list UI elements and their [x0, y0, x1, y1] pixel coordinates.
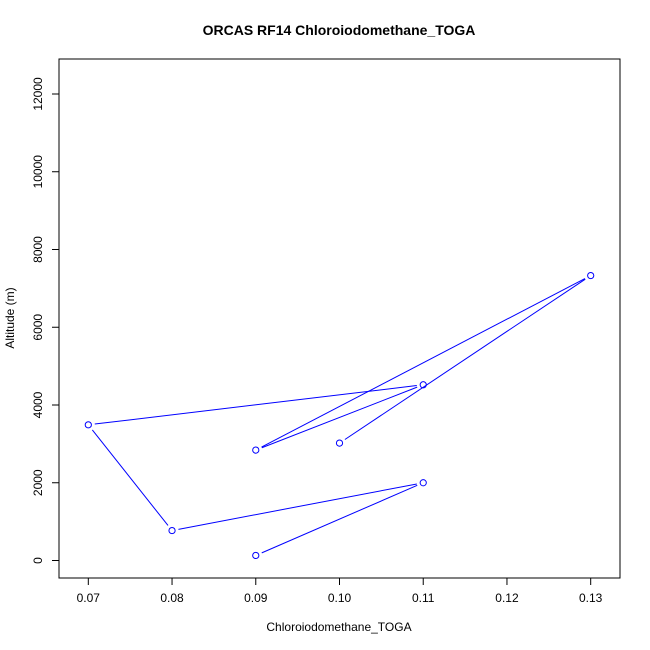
series-segment — [261, 386, 418, 449]
data-point — [252, 446, 260, 454]
y-tick-label: 10000 — [31, 155, 45, 189]
y-tick-label: 0 — [31, 557, 45, 564]
data-point — [84, 421, 92, 429]
y-tick-label: 8000 — [31, 236, 45, 263]
series-segment — [91, 429, 169, 526]
y-tick-label: 12000 — [31, 77, 45, 111]
x-tick-label: 0.13 — [579, 591, 603, 605]
series-segment — [344, 278, 586, 440]
x-tick-label: 0.11 — [412, 591, 435, 605]
data-point — [587, 271, 595, 280]
chart-title: ORCAS RF14 Chloroiodomethane_TOGA — [203, 22, 476, 38]
plot-frame — [58, 58, 621, 579]
data-point — [252, 551, 260, 560]
x-axis: 0.07 0.08 0.09 0.10 0.11 0.12 0.13 — [77, 577, 603, 605]
data-point — [335, 439, 344, 447]
x-tick-label: 0.07 — [77, 591, 101, 605]
series-segment — [178, 483, 417, 530]
y-tick-label: 2000 — [31, 469, 45, 496]
x-tick-label: 0.08 — [160, 591, 184, 605]
data-point — [419, 381, 427, 389]
x-tick-label: 0.10 — [328, 591, 352, 605]
series-segment — [261, 484, 418, 554]
series-segment — [261, 278, 586, 448]
series-segment — [94, 385, 417, 425]
data-point — [419, 479, 427, 487]
series-group — [84, 271, 595, 560]
y-tick-label: 6000 — [31, 314, 45, 341]
y-axis-label: Altitude (m) — [3, 287, 17, 348]
y-axis: 0 2000 4000 6000 8000 10000 12000 — [31, 77, 60, 564]
x-axis-label: Chloroiodomethane_TOGA — [266, 620, 411, 634]
x-tick-label: 0.12 — [495, 591, 519, 605]
y-tick-label: 4000 — [31, 391, 45, 418]
x-tick-label: 0.09 — [244, 591, 268, 605]
data-point — [168, 526, 176, 535]
